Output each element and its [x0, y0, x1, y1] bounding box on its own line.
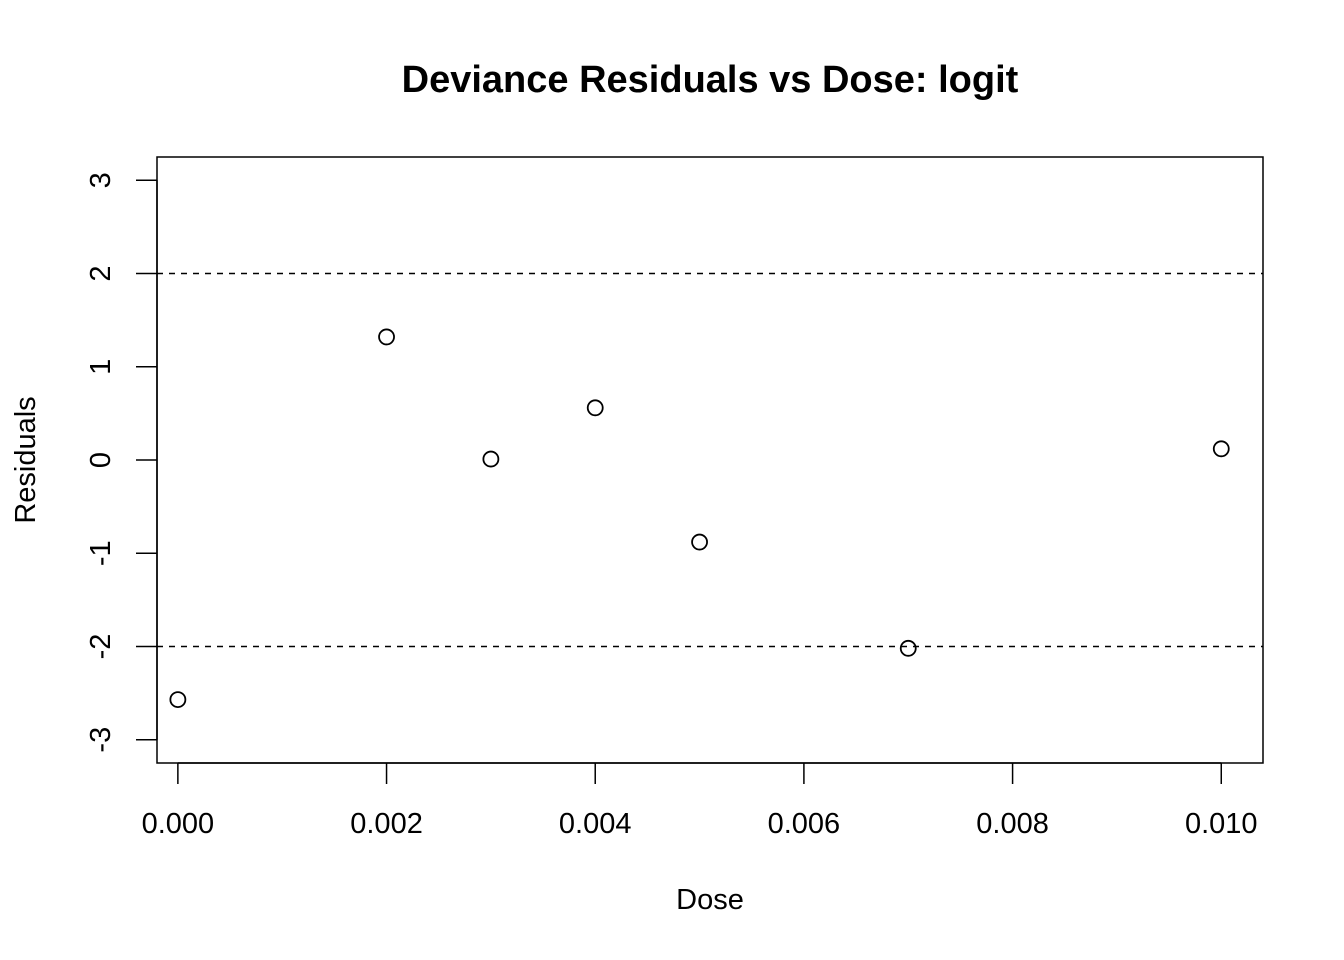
x-tick-label: 0.006 [768, 808, 841, 840]
data-point [378, 328, 395, 346]
y-axis: -3 -2 -1 0 1 2 3 [85, 172, 158, 753]
data-point [482, 450, 500, 468]
x-tick-label: 0.000 [142, 808, 215, 840]
x-tick-label: 0.002 [350, 808, 423, 840]
data-points [169, 328, 1230, 709]
y-axis-label: Residuals [10, 396, 42, 523]
y-tick-label: -1 [85, 540, 117, 566]
y-tick-label: -2 [85, 634, 117, 660]
y-tick-label: 0 [85, 452, 117, 468]
y-tick-label: 3 [85, 172, 117, 188]
x-tick-label: 0.004 [559, 808, 632, 840]
x-axis: 0.000 0.002 0.004 0.006 0.008 0.010 [142, 762, 1258, 840]
x-tick-label: 0.010 [1185, 808, 1258, 840]
y-tick-label: -3 [85, 727, 117, 753]
chart-title: Deviance Residuals vs Dose: logit [402, 59, 1019, 101]
data-point [169, 691, 187, 709]
data-point [586, 399, 604, 417]
x-tick-label: 0.008 [976, 808, 1049, 840]
y-tick-label: 2 [85, 265, 117, 281]
data-point [1212, 440, 1230, 458]
data-point [899, 639, 917, 657]
data-point [691, 533, 708, 551]
reference-lines [157, 272, 1263, 648]
x-axis-label: Dose [676, 884, 744, 916]
y-tick-label: 1 [85, 359, 117, 375]
plot-frame [156, 156, 1264, 764]
